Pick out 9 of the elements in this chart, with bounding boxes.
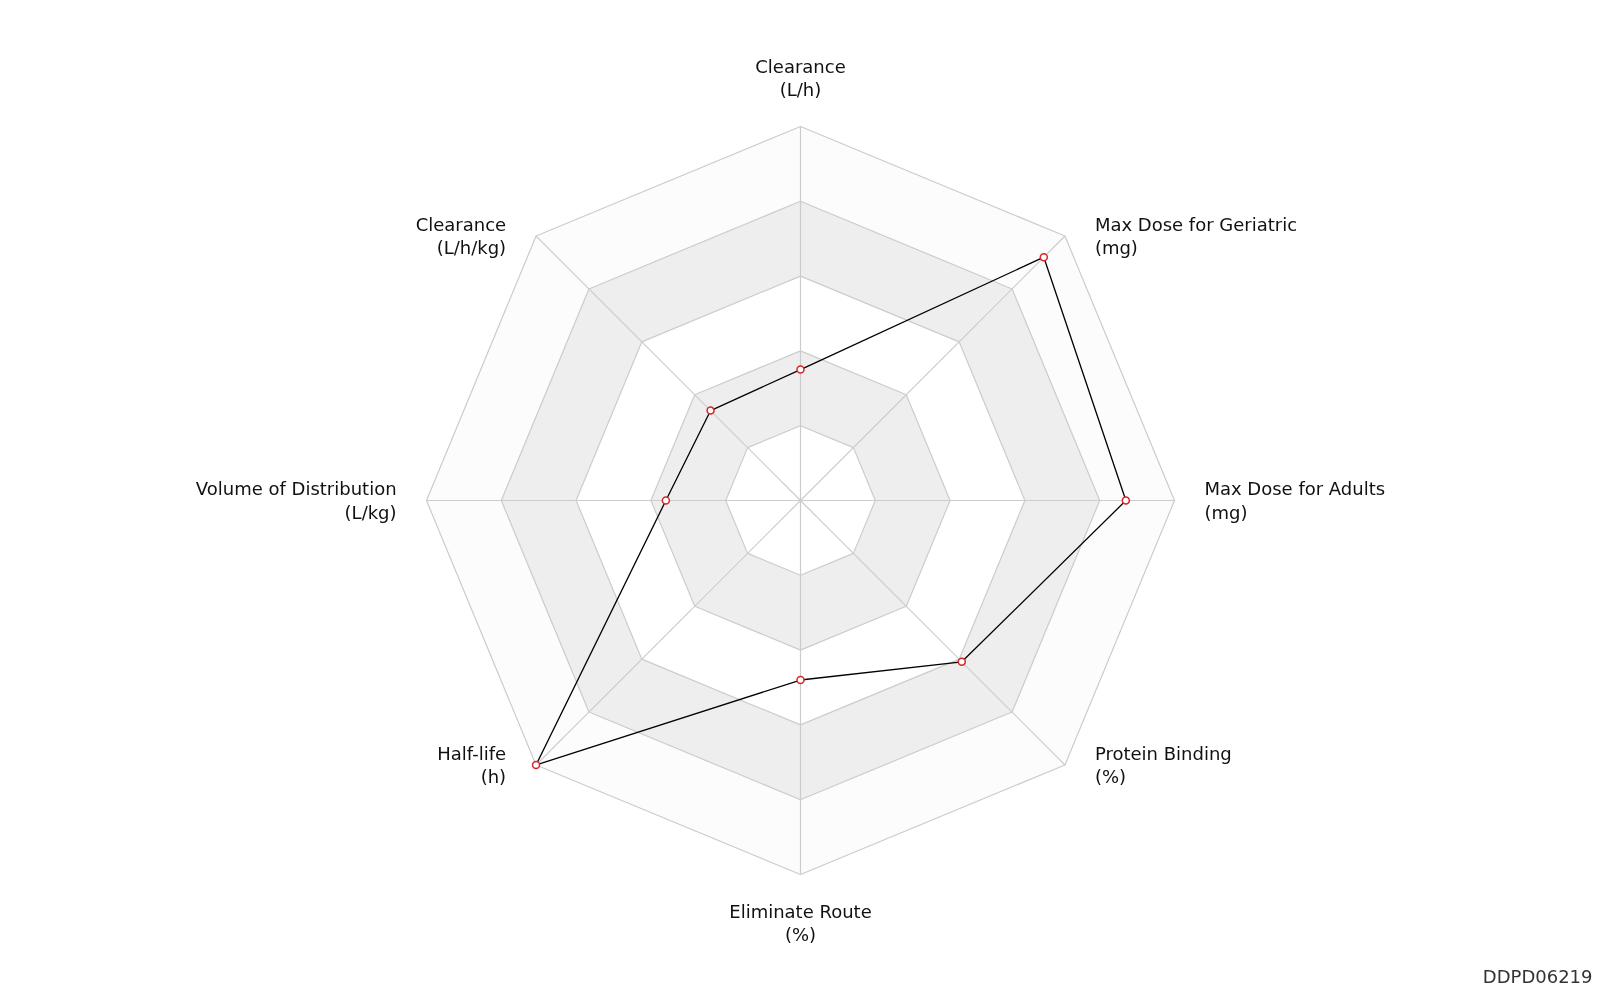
spoke-label: Max Dose for Adults (mg) — [1204, 478, 1386, 523]
text: DDPD06219 — [1482, 965, 1593, 987]
spoke-label: Volume of Distribution (L/kg) — [195, 478, 397, 523]
spoke-label: Protein Binding (%) — [1094, 742, 1232, 788]
spoke-label: Clearance (L/h/kg) — [415, 213, 507, 259]
spoke-label: Max Dose for Geriatric (mg) — [1094, 213, 1298, 259]
spoke-label: Half-life (h) — [437, 742, 507, 788]
spoke-label: Clearance (L/h) — [755, 56, 846, 101]
spoke-label: Eliminate Route (%) — [729, 900, 872, 945]
